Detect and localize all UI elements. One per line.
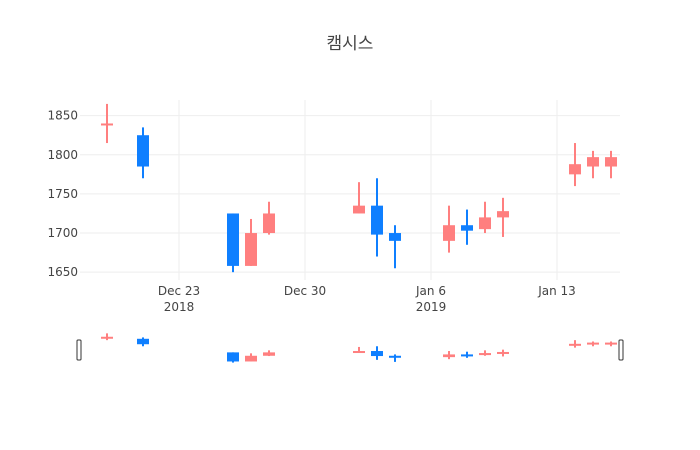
slider-candle (353, 346, 365, 354)
slider-candle-body (245, 355, 257, 362)
slider-candle (569, 340, 581, 348)
y-tick-label: 1750 (47, 187, 78, 201)
slider-candle-body (371, 351, 383, 357)
range-slider-right-handle[interactable] (618, 339, 624, 361)
grid-layer (80, 100, 620, 280)
candle-body (569, 164, 581, 175)
candle-decreasing[interactable] (371, 178, 383, 257)
x-tick-label: Jan 6 (415, 284, 446, 298)
candle-body (227, 213, 239, 266)
candle-decreasing[interactable] (461, 209, 473, 245)
candle-increasing[interactable] (587, 150, 599, 179)
range-slider-left-handle[interactable] (76, 339, 82, 361)
candle-body (137, 135, 149, 167)
y-tick-label: 1650 (47, 265, 78, 279)
y-tick-label: 1800 (47, 148, 78, 162)
slider-candle (137, 337, 149, 347)
candle-body (353, 205, 365, 214)
range-slider[interactable] (76, 333, 624, 363)
candle-body (101, 123, 113, 126)
candle-increasing[interactable] (263, 201, 275, 235)
slider-candle (497, 349, 509, 357)
candle-increasing[interactable] (605, 150, 617, 179)
slider-candle (245, 353, 257, 362)
candle-body (443, 225, 455, 241)
x-tick-label: Jan 13 (537, 284, 576, 298)
candle-decreasing[interactable] (137, 127, 149, 179)
slider-candle-body (389, 355, 401, 358)
candle-increasing[interactable] (569, 143, 581, 187)
slider-candle-body (101, 336, 113, 339)
candle-body (587, 157, 599, 167)
x-tick-year-label: 2019 (416, 300, 447, 314)
candle-decreasing[interactable] (389, 225, 401, 269)
x-tick-label: Dec 30 (284, 284, 326, 298)
slider-candle (371, 346, 383, 360)
slider-candle (227, 352, 239, 363)
x-tick-year-label: 2018 (164, 300, 195, 314)
candle-decreasing[interactable] (227, 213, 239, 273)
slider-candle-body (605, 342, 617, 345)
candle-body (479, 217, 491, 230)
slider-candle-body (227, 352, 239, 362)
candle-body (371, 205, 383, 235)
candle-body (497, 211, 509, 218)
slider-candle (605, 341, 617, 347)
slider-candle (479, 350, 491, 356)
x-tick-label: Dec 23 (158, 284, 200, 298)
slider-candle-body (497, 351, 509, 354)
slider-candle (587, 341, 599, 347)
candle-increasing[interactable] (497, 197, 509, 237)
candle-body (245, 233, 257, 266)
slider-candle-body (569, 343, 581, 346)
y-tick-label: 1700 (47, 226, 78, 240)
chart-title: 캠시스 (327, 34, 374, 54)
slider-candle-body (461, 354, 473, 357)
slider-candle-body (443, 354, 455, 358)
slider-candle-body (263, 352, 275, 356)
candle-body (389, 233, 401, 241)
candle-body (605, 157, 617, 167)
candle-increasing[interactable] (245, 218, 257, 266)
candle-increasing[interactable] (101, 103, 113, 144)
slider-candle-body (479, 353, 491, 356)
slider-candle-body (587, 342, 599, 345)
slider-candle (461, 351, 473, 358)
candle-layer[interactable] (101, 103, 617, 273)
candle-body (263, 213, 275, 234)
axis-layer: 1650 1700 1750 1800 1850 Dec 23 2018 Dec 30 Jan … (47, 109, 575, 314)
slider-candle (389, 354, 401, 362)
slider-candle (443, 351, 455, 360)
y-tick-label: 1850 (47, 109, 78, 123)
slider-candle-body (353, 351, 365, 354)
candle-increasing[interactable] (479, 201, 491, 234)
candle-increasing[interactable] (443, 205, 455, 253)
slider-candle (101, 333, 113, 341)
candle-body (461, 225, 473, 231)
slider-candle (263, 350, 275, 357)
candle-increasing[interactable] (353, 182, 365, 214)
slider-candle-body (137, 338, 149, 345)
